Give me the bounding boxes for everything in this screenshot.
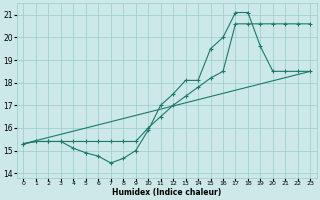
X-axis label: Humidex (Indice chaleur): Humidex (Indice chaleur) xyxy=(112,188,221,197)
